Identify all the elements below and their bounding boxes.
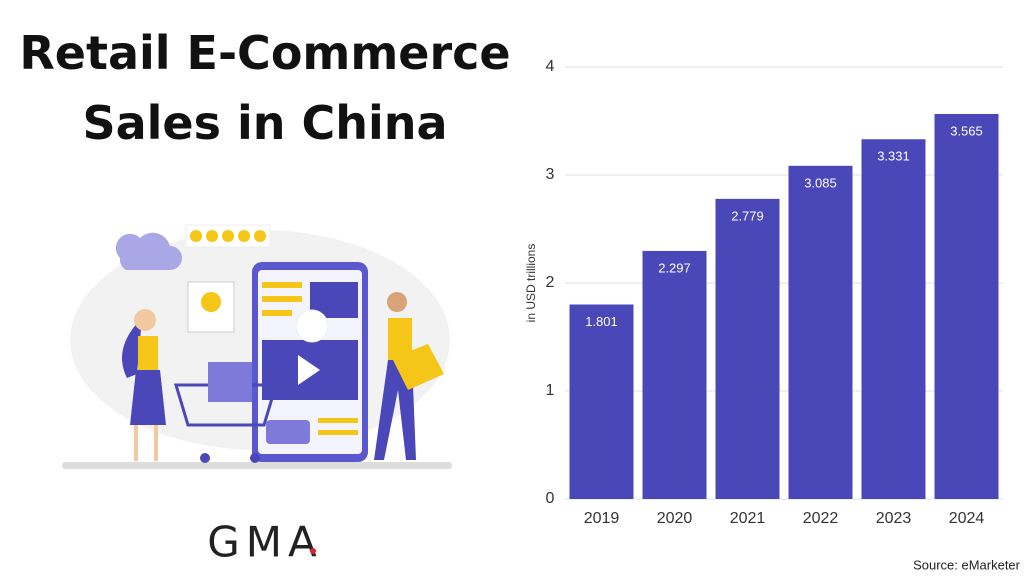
bar (569, 304, 634, 499)
value-label: 3.565 (950, 123, 983, 138)
bar (642, 250, 707, 499)
value-label: 1.801 (585, 314, 618, 329)
value-label: 3.085 (804, 175, 837, 190)
bar (861, 139, 926, 499)
x-tick-label: 2020 (657, 510, 693, 527)
y-tick-label: 2 (546, 274, 555, 291)
logo: GMA (207, 518, 323, 567)
y-tick-label: 4 (546, 58, 555, 75)
value-label: 3.331 (877, 149, 910, 164)
x-tick-label: 2021 (730, 510, 766, 527)
bar (715, 198, 780, 500)
value-label: 2.779 (731, 208, 764, 223)
x-tick-label: 2023 (876, 510, 912, 527)
y-tick-label: 0 (546, 490, 555, 507)
illustration (62, 224, 452, 469)
value-label: 2.297 (658, 260, 691, 275)
x-tick-label: 2019 (584, 510, 620, 527)
y-axis-label: in USD trillions (524, 244, 538, 323)
source: Source: eMarketer (913, 557, 1021, 572)
bar (788, 165, 853, 499)
y-tick-label: 1 (546, 382, 555, 399)
x-tick-label: 2024 (949, 510, 985, 527)
chart-title: Retail E-Commerce Sales in China (19, 26, 511, 150)
bar (934, 113, 999, 499)
y-tick-label: 3 (546, 166, 555, 183)
x-tick-label: 2022 (803, 510, 839, 527)
logo-dot (310, 548, 316, 554)
